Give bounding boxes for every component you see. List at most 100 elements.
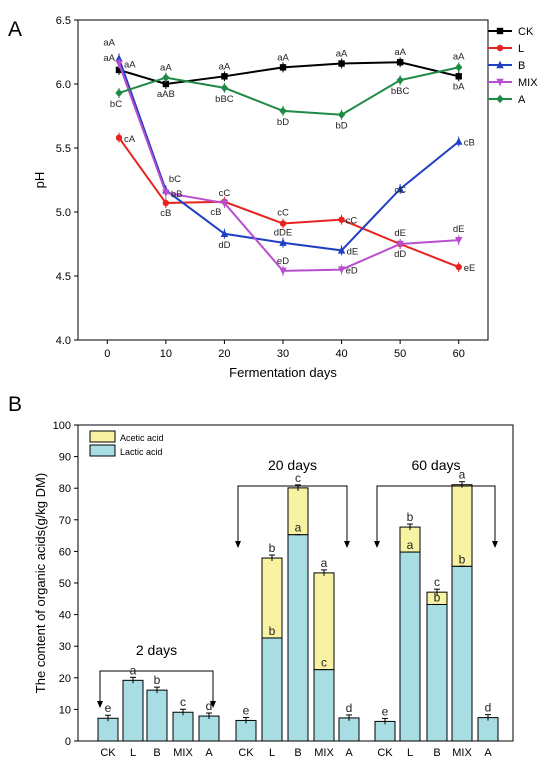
significance-label: cA: [124, 134, 136, 145]
data-point: [455, 137, 463, 145]
data-point: [455, 73, 462, 80]
y-tick-label: 10: [59, 704, 71, 716]
significance-letter: e: [105, 701, 112, 715]
significance-label: dE: [453, 224, 465, 235]
panel-label-a: A: [8, 18, 22, 41]
significance-letter-inner: a: [295, 521, 302, 535]
data-point: [496, 78, 504, 87]
significance-label: cC: [346, 216, 358, 227]
data-point: [337, 266, 346, 274]
data-point: [338, 60, 345, 67]
significance-label: cB: [160, 208, 171, 219]
significance-label: bD: [335, 121, 347, 132]
significance-letter: c: [180, 695, 186, 709]
group-title: 60 days: [411, 457, 460, 473]
x-tick-label: 50: [394, 348, 406, 360]
bracket-arrow-head: [97, 701, 103, 708]
series-line-l: [118, 137, 460, 268]
x-tick-label: 10: [160, 348, 172, 360]
significance-label: aA: [336, 49, 348, 60]
legend-label: L: [518, 43, 524, 55]
data-point: [220, 83, 229, 93]
bar-lactic: [261, 637, 283, 742]
significance-letter: a: [459, 468, 466, 482]
significance-letter: a: [321, 556, 328, 570]
x-tick-label: MIX: [173, 747, 193, 759]
significance-label: aA: [160, 63, 172, 74]
significance-letter: c: [295, 471, 301, 485]
significance-label: bBC: [391, 86, 410, 97]
significance-letter: b: [154, 673, 161, 687]
significance-label: eD: [346, 266, 358, 277]
data-point: [115, 54, 123, 62]
legend-label: A: [518, 94, 526, 106]
y-tick-label: 30: [59, 641, 71, 653]
data-point: [337, 246, 346, 254]
bar-lactic: [313, 669, 335, 742]
significance-label: dD: [394, 249, 406, 260]
x-tick-label: 40: [335, 348, 347, 360]
data-point: [162, 73, 170, 82]
data-point: [337, 110, 346, 119]
significance-label: aAB: [157, 89, 175, 100]
data-point: [279, 238, 287, 246]
significance-letter: b: [269, 541, 276, 555]
y-tick-label: 4.0: [56, 335, 71, 347]
data-point: [115, 66, 123, 74]
x-tick-label: 0: [104, 348, 110, 360]
legend-label: Acetic acid: [120, 433, 164, 443]
significance-letter: e: [382, 704, 389, 718]
y-tick-label: 80: [59, 483, 71, 495]
y-tick-label: 20: [59, 673, 71, 685]
bar-lactic: [97, 717, 119, 742]
significance-label: cC: [219, 188, 231, 199]
x-tick-label: MIX: [314, 747, 334, 759]
significance-label: cC: [394, 185, 406, 196]
data-point: [162, 199, 170, 207]
data-point: [115, 134, 123, 141]
y-tick-label: 100: [53, 420, 71, 432]
significance-letter: b: [407, 510, 414, 524]
x-tick-label: CK: [377, 747, 393, 759]
legend-label: Lactic acid: [120, 447, 163, 457]
data-point: [396, 75, 404, 85]
legend-label: CK: [518, 26, 534, 38]
data-point: [279, 267, 287, 276]
bracket-arrow-head: [344, 541, 350, 548]
bar-lactic: [122, 679, 144, 742]
legend-swatch: [89, 444, 116, 457]
y-tick-label: 50: [59, 578, 71, 590]
significance-letter: c: [434, 575, 440, 589]
data-point: [455, 63, 463, 72]
data-point: [115, 60, 123, 68]
data-point: [496, 60, 504, 69]
data-point: [220, 229, 229, 237]
x-tick-label: 60: [453, 348, 465, 360]
data-point: [279, 106, 287, 116]
data-point: [162, 80, 170, 88]
legend-label: MIX: [518, 77, 538, 89]
x-tick-label: L: [407, 747, 413, 759]
significance-label: bC: [169, 174, 181, 185]
data-point: [455, 236, 463, 245]
x-tick-label: MIX: [452, 747, 472, 759]
significance-label: aA: [103, 53, 115, 64]
bar-lactic: [399, 551, 421, 742]
bar-lactic: [172, 711, 194, 742]
significance-letter: d: [206, 699, 213, 713]
x-tick-label: B: [433, 747, 440, 759]
data-point: [220, 199, 229, 208]
significance-letter-inner: b: [434, 590, 441, 604]
bracket-arrow-head: [210, 701, 216, 708]
significance-letter-inner: b: [269, 624, 276, 638]
bar-lactic: [198, 715, 220, 742]
y-tick-label: 6.5: [56, 15, 71, 27]
data-point: [455, 263, 462, 271]
bar-lactic: [477, 717, 499, 742]
group-title: 2 days: [136, 642, 177, 658]
significance-label: bD: [277, 117, 289, 128]
significance-label: cC: [277, 208, 289, 219]
x-tick-label: A: [484, 747, 492, 759]
significance-letter-inner: c: [321, 656, 327, 670]
